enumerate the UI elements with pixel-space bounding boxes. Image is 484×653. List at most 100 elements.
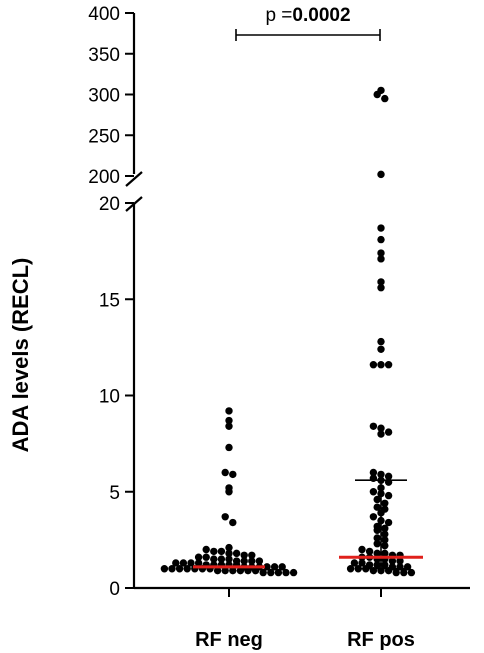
data-point [225, 416, 233, 425]
data-point [225, 555, 233, 563]
data-point [381, 536, 389, 544]
data-point [202, 553, 210, 561]
data-point [225, 488, 233, 496]
data-point [240, 551, 248, 559]
data-point [369, 488, 378, 496]
data-point [248, 551, 256, 559]
p-value-prefix: p = [265, 5, 292, 26]
y-axis-title: ADA levels (RECL) [8, 258, 33, 453]
data-point [377, 170, 385, 179]
data-point [225, 543, 233, 552]
data-point [377, 255, 385, 263]
data-point [270, 563, 279, 571]
data-point [369, 361, 378, 369]
data-point [381, 524, 389, 533]
data-point [202, 545, 210, 554]
x-category-label: RF neg [195, 629, 263, 651]
data-point [373, 526, 381, 534]
data-point [168, 565, 176, 573]
data-point [217, 555, 226, 563]
data-point [251, 566, 260, 575]
data-point [381, 530, 389, 538]
data-point [210, 547, 218, 556]
data-point [396, 557, 404, 565]
data-point [377, 278, 385, 286]
data-point [248, 557, 256, 565]
y-tick-label: 250 [88, 126, 120, 147]
data-point [274, 568, 283, 577]
data-point [373, 549, 381, 558]
data-point [365, 547, 374, 556]
data-point [350, 559, 359, 567]
data-point [381, 541, 389, 550]
data-point [369, 468, 378, 477]
data-point [229, 566, 237, 575]
axis-break-mark-upper [125, 171, 143, 187]
y-tick-label: 350 [88, 45, 120, 66]
data-point [358, 559, 366, 567]
data-point [225, 443, 233, 452]
data-point [384, 518, 393, 527]
y-axis-ticks: 0 5 10 15 20 200 250 300 350 400 [88, 4, 134, 600]
data-point [373, 534, 381, 542]
data-point [373, 561, 381, 569]
y-tick-label: 10 [99, 387, 120, 408]
data-point [232, 549, 241, 558]
data-point [358, 545, 366, 554]
data-point [373, 90, 381, 99]
data-point [259, 568, 267, 577]
data-point [388, 557, 397, 565]
y-tick-label: 300 [88, 86, 120, 107]
data-point [384, 491, 393, 500]
data-point [194, 553, 203, 561]
p-value-label: p =0.0002 [265, 5, 350, 26]
data-point [221, 468, 229, 477]
data-point [377, 337, 385, 346]
data-point [384, 428, 393, 436]
data-point [240, 557, 248, 565]
data-point [377, 224, 385, 232]
y-tick-label: 0 [109, 579, 120, 600]
data-point [381, 561, 389, 569]
data-point [221, 566, 229, 575]
data-point [377, 235, 385, 244]
axes [125, 13, 470, 590]
data-point [255, 557, 264, 565]
data-point [373, 503, 381, 511]
median-and-iqr [193, 479, 423, 570]
data-point [225, 407, 233, 415]
data-point [160, 565, 169, 573]
data-point [267, 568, 275, 577]
data-point [381, 549, 389, 558]
y-tick-label: 20 [99, 194, 120, 215]
data-point [179, 559, 188, 567]
p-value-number: 0.0002 [292, 5, 350, 26]
x-axis-categories: RF neg RF pos [195, 588, 415, 651]
data-point [229, 470, 237, 479]
data-point [407, 568, 416, 577]
data-point [377, 361, 385, 369]
data-point [236, 566, 245, 575]
data-point [381, 94, 389, 103]
y-tick-label: 5 [109, 483, 120, 504]
data-point [377, 345, 385, 353]
data-point [377, 424, 385, 432]
data-point [225, 549, 233, 558]
data-point [377, 470, 385, 479]
data-point [263, 563, 271, 571]
data-point [221, 513, 229, 521]
data-point [384, 472, 393, 481]
data-point [183, 565, 191, 573]
data-point [213, 566, 222, 575]
data-points [160, 86, 416, 577]
data-point [282, 568, 290, 577]
x-category-label: RF pos [347, 629, 415, 651]
y-tick-label: 15 [99, 290, 120, 311]
data-point [400, 568, 408, 577]
data-point [373, 540, 381, 548]
data-point [229, 518, 237, 527]
data-point [175, 565, 184, 573]
data-point [369, 422, 378, 430]
data-point [384, 361, 393, 369]
